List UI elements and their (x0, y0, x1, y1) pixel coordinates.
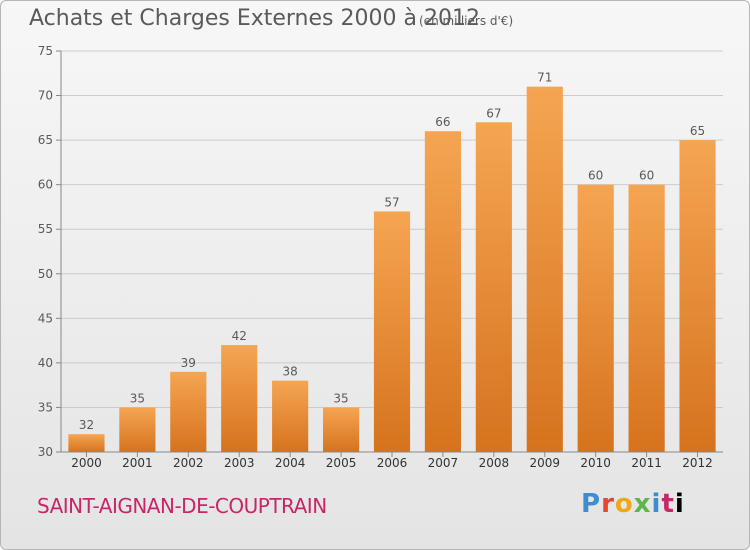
bar (679, 140, 716, 452)
bar (68, 434, 105, 452)
bar (322, 407, 360, 452)
data-label: 65 (690, 124, 705, 138)
data-label: 35 (333, 391, 348, 405)
data-label: 60 (588, 169, 603, 183)
data-label: 32 (79, 418, 94, 432)
bar (628, 184, 665, 452)
bar (272, 380, 309, 452)
place-name: SAINT-AIGNAN-DE-COUPTRAIN (37, 494, 327, 518)
y-tick-label: 70 (38, 89, 53, 103)
bar (170, 371, 207, 452)
x-tick-label: 2003 (224, 456, 255, 470)
bars (68, 86, 716, 453)
bar (475, 122, 512, 453)
bar (577, 184, 614, 452)
x-tick-label: 2005 (326, 456, 357, 470)
x-tick-label: 2006 (377, 456, 408, 470)
x-tick-label: 2001 (122, 456, 153, 470)
y-tick-label: 60 (38, 178, 53, 192)
x-tick-label: 2008 (479, 456, 510, 470)
y-tick-label: 35 (38, 400, 53, 414)
bar (221, 345, 258, 452)
x-tick-label: 2012 (682, 456, 713, 470)
x-tick-label: 2011 (631, 456, 662, 470)
x-tick-label: 2004 (275, 456, 306, 470)
y-tick-label: 55 (38, 222, 53, 236)
y-tick-label: 50 (38, 267, 53, 281)
data-label: 42 (232, 329, 247, 343)
labels: 30 35 40 45 50 55 60 65 70 75 32 2000 35 2001 39 2002 42… (38, 44, 713, 470)
data-label: 38 (283, 365, 298, 379)
y-tick-label: 30 (38, 445, 53, 459)
y-tick-label: 65 (38, 133, 53, 147)
y-tick-label: 45 (38, 311, 53, 325)
data-label: 57 (384, 195, 399, 209)
x-tick-label: 2010 (580, 456, 611, 470)
chart-unit: (en milliers d'€) (419, 14, 514, 28)
y-tick-label: 40 (38, 356, 53, 370)
data-label: 35 (130, 391, 145, 405)
bar (526, 86, 563, 453)
x-tick-label: 2000 (71, 456, 102, 470)
data-label: 71 (537, 71, 552, 85)
axes (56, 50, 723, 457)
data-label: 39 (181, 356, 196, 370)
data-label: 67 (486, 106, 501, 120)
bar (424, 131, 462, 452)
x-tick-label: 2007 (428, 456, 459, 470)
x-tick-label: 2002 (173, 456, 204, 470)
chart-title: Achats et Charges Externes 2000 à 2012 (29, 6, 480, 31)
x-tick-label: 2009 (529, 456, 560, 470)
y-tick-label: 75 (38, 44, 53, 58)
bar (373, 211, 411, 452)
bar (119, 407, 156, 452)
proxiti-logo: Proxiti (581, 489, 685, 519)
data-label: 60 (639, 169, 654, 183)
data-label: 66 (435, 115, 450, 129)
